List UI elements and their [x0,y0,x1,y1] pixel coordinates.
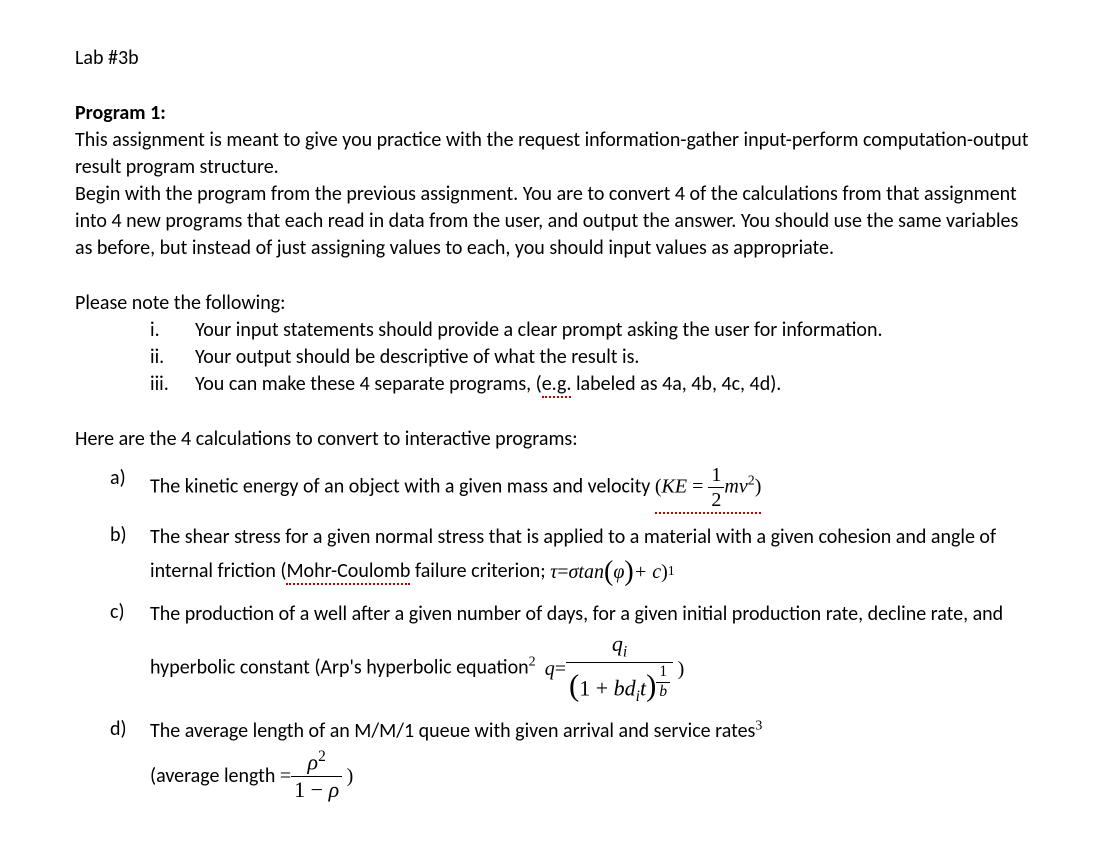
program-title: Program 1: [75,100,1039,127]
calc-content-a: The kinetic energy of an object with a g… [150,463,1039,512]
eq-sign: = [280,759,291,793]
calc-marker: d) [110,714,150,743]
calc-marker: a) [110,463,150,492]
note-item-3: iii. You can make these 4 separate progr… [150,371,1039,398]
intro-text-1: This assignment is meant to give you pra… [75,127,1039,181]
note-marker: ii. [150,344,195,371]
footnote-2: 2 [529,655,536,670]
note-marker: i. [150,317,195,344]
note-text: Your input statements should provide a c… [195,317,1039,344]
ke-sup: 2 [748,474,755,489]
calc-content-c: The production of a well after a given n… [150,597,1039,706]
lab-title: Lab #3b [75,45,1039,72]
note-dotted: e.g. [542,372,572,398]
eq-sign: = [555,652,566,686]
calc-item-a: a) The kinetic energy of an object with … [110,463,1039,512]
calc-b-dotted: Mohr-Coulomb [286,559,410,585]
footnote-3: 3 [755,719,762,734]
notes-heading: Please note the following: [75,290,1039,317]
note-item-1: i. Your input statements should provide … [150,317,1039,344]
calc-b-text2: failure criterion; [410,559,550,583]
note-text-after: labeled as 4a, 4b, 4c, 4d). [571,372,781,396]
ke-formula: (KE = 12mv2) [655,463,762,512]
queue-frac: ρ2 1 − ρ [291,748,342,803]
program-intro: Program 1: This assignment is meant to g… [75,100,1039,262]
tan-fn: tan [578,555,604,589]
phi: φ [613,555,624,589]
calc-d-text: The average length of an M/M/1 queue wit… [150,719,755,743]
calc-marker: b) [110,520,150,549]
calc-item-b: b) The shear stress for a given normal s… [110,520,1039,589]
ke-frac: 12 [708,463,724,512]
mohr-formula: τ = σ tan(φ) + c)1 [550,555,675,589]
calc-content-b: The shear stress for a given normal stre… [150,520,1039,589]
avg-len-label: (average length [150,759,275,793]
note-marker: iii. [150,371,195,398]
calc-content-d: The average length of an M/M/1 queue wit… [150,714,1039,803]
note-text-before: You can make these 4 separate programs, … [195,372,542,396]
calc-section: Here are the 4 calculations to convert t… [75,426,1039,803]
q-var: q [545,652,555,686]
calc-heading: Here are the 4 calculations to convert t… [75,426,1039,453]
note-text: Your output should be descriptive of wha… [195,344,1039,371]
plus-c: + c [634,555,661,589]
notes-section: Please note the following: i. Your input… [75,290,1039,398]
tau: τ [550,555,557,589]
arps-formula: q = qi (1 + bdit)1b ) [540,631,684,706]
calc-item-c: c) The production of a well after a give… [110,597,1039,706]
arps-frac: qi (1 + bdit)1b [566,631,673,706]
footnote-1: 1 [668,560,675,584]
note-text: You can make these 4 separate programs, … [195,371,1039,398]
calc-list: a) The kinetic energy of an object with … [75,463,1039,803]
ke-lhs: KE [662,475,688,497]
eq-sign: = [687,475,708,497]
notes-list: i. Your input statements should provide … [75,317,1039,398]
calc-item-d: d) The average length of an M/M/1 queue … [110,714,1039,803]
queue-formula: (average length = ρ2 1 − ρ ) [150,748,353,803]
calc-a-text: The kinetic energy of an object with a g… [150,474,655,498]
intro-text-2: Begin with the program from the previous… [75,181,1039,262]
sigma: σ [569,555,579,589]
ke-rhs: mv [724,475,747,497]
note-item-2: ii. Your output should be descriptive of… [150,344,1039,371]
calc-marker: c) [110,597,150,626]
eq-sign: = [557,555,568,589]
